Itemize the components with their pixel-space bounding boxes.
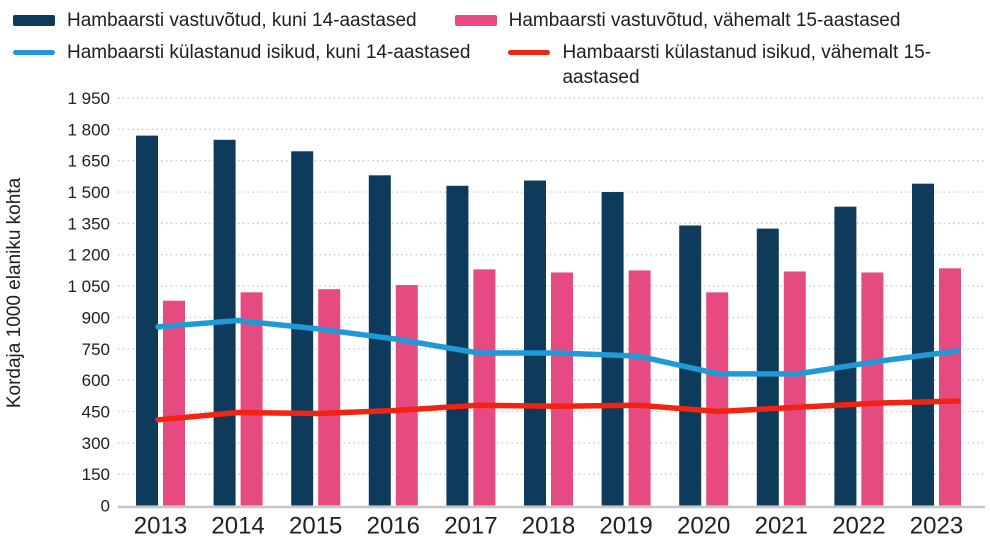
chart-svg: Kordaja 1000 elaniku kohta 0 150 300 450 600… bbox=[4, 89, 985, 540]
x-tick-label-2017: 2017 bbox=[444, 513, 497, 540]
x-tick-label-2014: 2014 bbox=[211, 513, 264, 540]
legend-row-1: Hambaarsti vastuvõtud, kuni 14-aastased … bbox=[13, 8, 980, 34]
y-tick-label-600: 600 bbox=[82, 371, 110, 390]
bar-series1-2019[interactable] bbox=[628, 270, 651, 506]
legend-label: Hambaarsti külastanud isikud, vähemalt 1… bbox=[562, 41, 932, 89]
x-tick-label-2016: 2016 bbox=[367, 513, 420, 540]
x-tick-label-2023: 2023 bbox=[910, 513, 963, 540]
bar-series0-2022[interactable] bbox=[834, 206, 857, 506]
y-tick-label-0: 0 bbox=[101, 497, 110, 516]
x-tick-label-2018: 2018 bbox=[522, 513, 575, 540]
y-tick-label-750: 750 bbox=[82, 340, 110, 359]
bar-swatch-navy bbox=[13, 15, 55, 26]
bar-series0-2013[interactable] bbox=[136, 135, 158, 506]
legend-item-line-kuni-14[interactable]: Hambaarsti külastanud isikud, kuni 14-aa… bbox=[13, 40, 470, 66]
y-tick-label-300: 300 bbox=[82, 434, 110, 453]
x-tick-label-2015: 2015 bbox=[289, 513, 342, 540]
line-swatch-blue bbox=[13, 49, 55, 56]
y-tick-label-1050: 1 050 bbox=[67, 277, 110, 296]
x-tick-label-2022: 2022 bbox=[832, 513, 885, 540]
y-tick-label-450: 450 bbox=[82, 402, 110, 421]
bar-series1-2013[interactable] bbox=[163, 300, 185, 506]
line-series-kuni-14[interactable] bbox=[155, 317, 961, 377]
y-tick-label-1800: 1 800 bbox=[67, 120, 110, 139]
bar-series1-2016[interactable] bbox=[395, 285, 418, 506]
bar-series1-2020[interactable] bbox=[706, 292, 729, 506]
bar-series1-2017[interactable] bbox=[473, 269, 496, 506]
x-tick-label-2013: 2013 bbox=[134, 513, 187, 540]
y-axis-title: Kordaja 1000 elaniku kohta bbox=[4, 177, 25, 408]
bar-series1-2022[interactable] bbox=[861, 272, 884, 506]
bar-series0-2016[interactable] bbox=[368, 175, 391, 506]
legend-label: Hambaarsti vastuvõtud, kuni 14-aastased bbox=[67, 10, 417, 31]
y-tick-label-150: 150 bbox=[82, 465, 110, 484]
y-tick-label-1650: 1 650 bbox=[67, 152, 110, 171]
legend-row-2: Hambaarsti külastanud isikud, kuni 14-aa… bbox=[13, 40, 980, 91]
x-tick-label-2021: 2021 bbox=[755, 513, 808, 540]
legend-item-line-vahemalt-15[interactable]: Hambaarsti külastanud isikud, vähemalt 1… bbox=[508, 40, 932, 91]
bar-series1-2021[interactable] bbox=[783, 271, 806, 506]
bar-series0-2019[interactable] bbox=[601, 192, 624, 506]
line-series-vahemalt-15[interactable] bbox=[155, 398, 961, 423]
legend-item-bar-kuni-14[interactable]: Hambaarsti vastuvõtud, kuni 14-aastased bbox=[13, 8, 417, 34]
y-tick-label-1200: 1 200 bbox=[67, 246, 110, 265]
x-tick-label-2019: 2019 bbox=[599, 513, 652, 540]
bar-series0-2018[interactable] bbox=[524, 180, 546, 506]
bar-series1-2015[interactable] bbox=[318, 289, 341, 506]
bar-series0-2017[interactable] bbox=[446, 185, 469, 506]
bar-series0-2023[interactable] bbox=[912, 183, 934, 506]
legend-item-bar-vahemalt-15[interactable]: Hambaarsti vastuvõtud, vähemalt 15-aasta… bbox=[454, 8, 901, 34]
bar-series1-2023[interactable] bbox=[939, 268, 961, 506]
chart-legend: Hambaarsti vastuvõtud, kuni 14-aastased … bbox=[0, 0, 990, 91]
bar-series1-2018[interactable] bbox=[551, 272, 573, 506]
y-tick-label-1950: 1 950 bbox=[67, 89, 110, 108]
bar-series0-2021[interactable] bbox=[756, 228, 779, 506]
line-swatch-red bbox=[508, 49, 551, 56]
bar-series1-2014[interactable] bbox=[240, 292, 263, 506]
y-tick-label-1500: 1 500 bbox=[67, 183, 110, 202]
bar-swatch-pink bbox=[454, 15, 497, 26]
legend-label: Hambaarsti vastuvõtud, vähemalt 15-aasta… bbox=[508, 10, 901, 31]
x-tick-label-2020: 2020 bbox=[677, 513, 730, 540]
y-tick-label-1350: 1 350 bbox=[67, 214, 110, 233]
y-tick-label-900: 900 bbox=[82, 308, 110, 327]
legend-label: Hambaarsti külastanud isikud, kuni 14-aa… bbox=[67, 41, 471, 63]
